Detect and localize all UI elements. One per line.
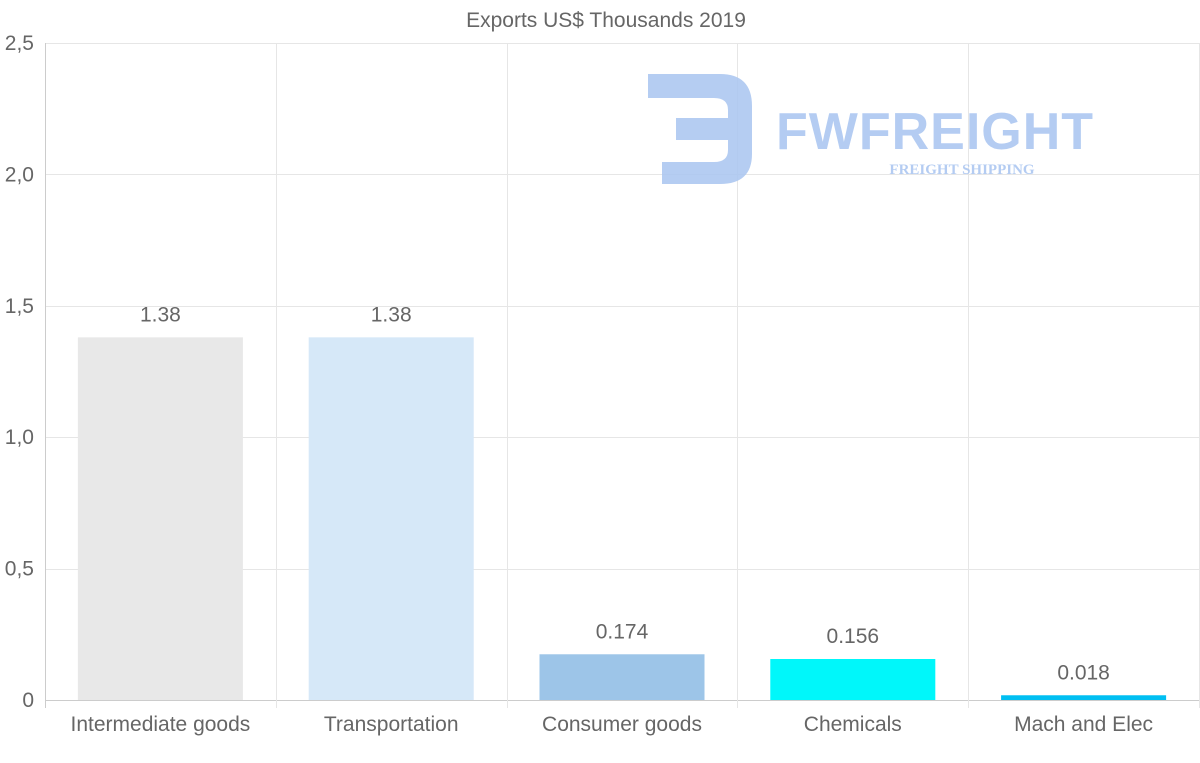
chart-title: Exports US$ Thousands 2019 xyxy=(466,9,746,32)
x-tick-label: Intermediate goods xyxy=(71,713,251,736)
x-tick-label: Mach and Elec xyxy=(1014,713,1153,736)
bar[interactable] xyxy=(770,659,936,700)
x-tick-label: Chemicals xyxy=(804,713,902,736)
x-tick-label: Consumer goods xyxy=(542,713,702,736)
bars xyxy=(77,337,1167,700)
watermark-brand: FWFREIGHT xyxy=(776,103,1094,161)
y-tick-label: 2,0 xyxy=(5,163,34,186)
bar[interactable] xyxy=(539,654,705,700)
x-axis-ticks: Intermediate goods Transportation Consumer… xyxy=(71,713,1154,736)
data-labels: 1.38 1.38 0.174 0.156 0.018 xyxy=(140,303,1110,684)
bar-data-label: 1.38 xyxy=(140,303,181,326)
watermark-tagline: FREIGHT SHIPPING xyxy=(889,162,1034,178)
bar-data-label: 0.174 xyxy=(596,620,649,643)
y-axis-ticks: 0 0,5 1,0 1,5 2,0 2,5 xyxy=(5,32,34,712)
y-tick-label: 0,5 xyxy=(5,558,34,581)
y-tick-label: 0 xyxy=(22,689,34,712)
x-tick-label: Transportation xyxy=(324,713,459,736)
y-tick-label: 1,5 xyxy=(5,295,34,318)
watermark-logo: FWFREIGHT FREIGHT SHIPPING xyxy=(648,74,1094,184)
bar[interactable] xyxy=(1001,695,1167,700)
bar[interactable] xyxy=(308,337,474,700)
bar-data-label: 0.018 xyxy=(1057,661,1110,684)
fwfreight-logo-icon xyxy=(648,74,752,184)
bar-data-label: 0.156 xyxy=(827,625,880,648)
y-tick-label: 2,5 xyxy=(5,32,34,55)
bar-data-label: 1.38 xyxy=(371,303,412,326)
bar[interactable] xyxy=(77,337,243,700)
y-tick-label: 1,0 xyxy=(5,426,34,449)
